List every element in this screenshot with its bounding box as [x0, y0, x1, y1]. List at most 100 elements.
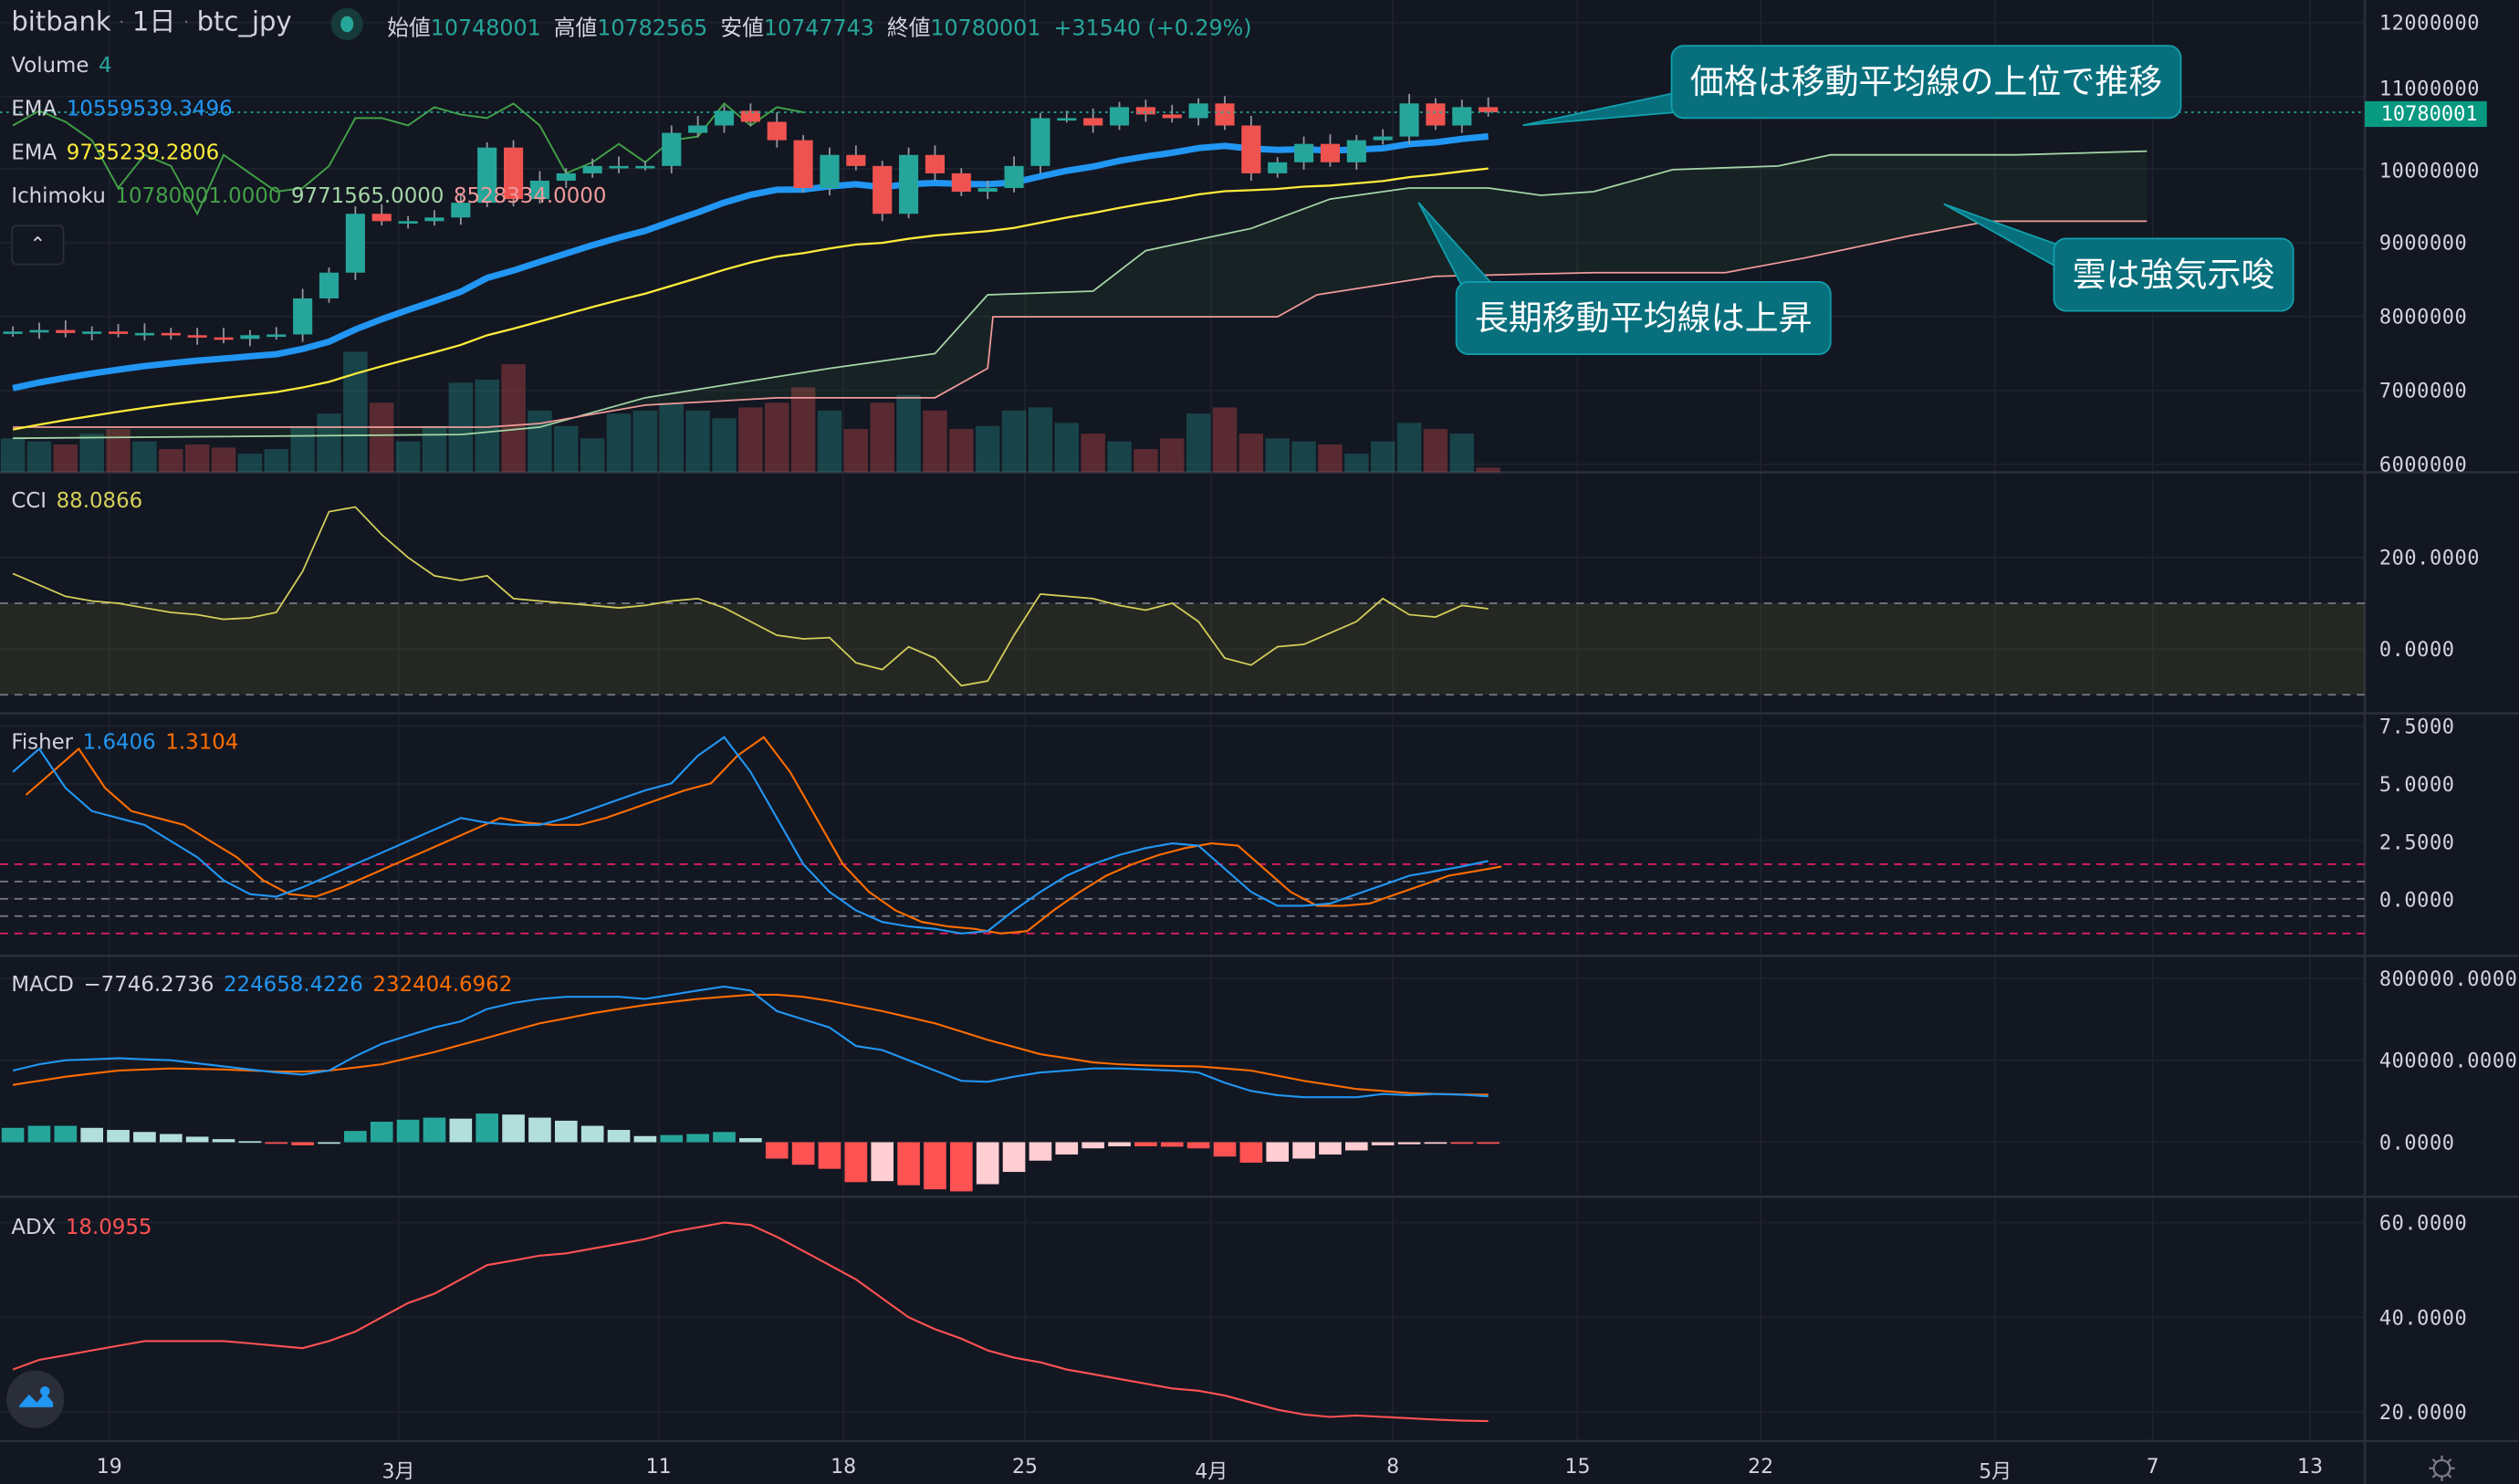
candle	[529, 171, 549, 204]
legend-label: Volume	[11, 54, 89, 79]
settings-gear-icon[interactable]	[2428, 1454, 2457, 1483]
cci-axis-label: 0.0000	[2378, 636, 2455, 662]
macd-histogram-bar	[976, 1142, 999, 1185]
ema-slow-legend[interactable]: EMA 9735239.2806	[11, 141, 228, 167]
volume-bar	[1212, 407, 1238, 473]
macd-histogram-bar	[1, 1127, 25, 1143]
fisher-legend[interactable]: Fisher 1.6406 1.3104	[11, 731, 248, 757]
candle-body	[925, 154, 945, 173]
macd-histogram-bar	[396, 1119, 420, 1143]
candle	[846, 145, 866, 171]
macd-histogram-bar	[580, 1125, 604, 1143]
time-axis-label: 25	[1012, 1453, 1039, 1479]
macd-line	[12, 985, 1489, 1099]
logo-icon	[19, 1386, 54, 1407]
macd-histogram-bar	[924, 1142, 946, 1190]
candle	[1004, 156, 1024, 193]
macd-histogram-bar	[607, 1130, 631, 1143]
candle	[1215, 96, 1235, 131]
volume-bar	[1370, 441, 1395, 473]
candle	[1373, 129, 1393, 145]
candle-body	[161, 332, 181, 336]
volume-bar	[765, 402, 789, 473]
macd-histogram-bar	[844, 1142, 868, 1183]
candle	[688, 116, 708, 138]
adx-axis-label: 20.0000	[2378, 1400, 2468, 1425]
cci-line	[12, 506, 1489, 687]
chevron-up-icon: ⌃	[29, 233, 47, 256]
macd-histogram-bar	[212, 1139, 235, 1143]
fisher-trigger-line	[25, 736, 1502, 935]
grid	[0, 0, 2366, 1441]
macd-histogram-bar	[1213, 1142, 1237, 1157]
macd-histogram-bar	[1055, 1142, 1079, 1155]
candle	[108, 324, 129, 338]
adx-legend[interactable]: ADX 18.0955	[11, 1216, 162, 1241]
macd-histogram-bar	[739, 1138, 762, 1143]
cci-legend[interactable]: CCI 88.0866	[11, 490, 152, 516]
ema-fast-legend[interactable]: EMA 10559539.3496	[11, 98, 242, 123]
candle-body	[1030, 118, 1050, 166]
candle	[214, 328, 234, 344]
symbol[interactable]: btc_jpy	[196, 6, 292, 37]
candle-body	[1083, 118, 1103, 126]
candle-body	[1004, 165, 1024, 189]
candle-body	[714, 110, 735, 126]
macd-histogram-bar	[27, 1125, 51, 1143]
ichimoku-span-a-line	[13, 150, 2148, 440]
macd-axis-label: 0.0000	[2378, 1130, 2455, 1155]
adx-axis-label: 60.0000	[2378, 1210, 2468, 1235]
candle-body	[56, 329, 76, 333]
volume-bar	[1239, 434, 1264, 473]
volume-bar	[790, 387, 816, 473]
ema-slow-line	[12, 167, 1489, 431]
candle-body	[951, 172, 971, 193]
candle-body	[1399, 103, 1419, 137]
time-axis-label: 3月	[382, 1458, 415, 1483]
time-axis-label: 22	[1748, 1453, 1774, 1479]
fisher-axis-label: 5.0000	[2378, 771, 2455, 796]
low-value: 10747743	[763, 16, 874, 42]
volume-legend[interactable]: Volume 4	[11, 55, 121, 80]
close-label: 終値	[886, 16, 931, 42]
price-axis-label: 7000000	[2378, 378, 2468, 402]
interval[interactable]: 1日	[131, 6, 176, 37]
ichimoku-legend[interactable]: Ichimoku 10780001.0000 9771565.0000 8528334…	[11, 184, 616, 210]
market-status-icon	[330, 7, 363, 41]
legend-value: 18.0955	[65, 1216, 152, 1240]
volume-bar	[923, 410, 947, 473]
candle	[977, 180, 998, 200]
macd-signal-line	[12, 993, 1489, 1096]
change-value: +31540 (+0.29%)	[1053, 16, 1252, 42]
annotation-callout[interactable]: 長期移動平均線は上昇	[1455, 281, 1832, 356]
candle-body	[529, 180, 549, 200]
price-axis-label: 12000000	[2378, 10, 2481, 35]
candle-body	[424, 217, 444, 222]
tradingview-logo[interactable]	[6, 1370, 65, 1428]
macd-histogram-bar	[344, 1131, 367, 1143]
volume-bar	[1054, 423, 1079, 473]
volume-bar	[501, 364, 526, 473]
time-axis-label: 5月	[1979, 1458, 2012, 1483]
volume-bar	[975, 425, 1000, 473]
annotation-callout[interactable]: 価格は移動平均線の上位で推移	[1670, 45, 2182, 120]
volume-bar	[843, 429, 869, 473]
volume-bar	[817, 410, 842, 473]
symbol-title[interactable]: bitbank · 1日 · btc_jpy	[11, 6, 291, 39]
macd-histogram-bar	[1160, 1142, 1184, 1147]
candle-body	[820, 154, 840, 189]
candle-body	[293, 298, 313, 335]
price-axis-label: 8000000	[2378, 304, 2468, 329]
volume-bar	[106, 429, 131, 473]
volume-bar	[1449, 434, 1474, 473]
annotation-callout[interactable]: 雲は強気示唆	[2053, 237, 2294, 312]
macd-histogram-bar	[1477, 1142, 1500, 1144]
time-axis-label: 11	[645, 1453, 672, 1479]
candle	[556, 168, 576, 189]
candle	[82, 326, 102, 340]
annotation-tail	[1522, 92, 1676, 127]
macd-legend[interactable]: MACD −7746.2736 224658.4226 232404.6962	[11, 974, 521, 999]
candle-body	[1294, 143, 1314, 162]
collapse-legend-button[interactable]: ⌃	[11, 225, 65, 266]
